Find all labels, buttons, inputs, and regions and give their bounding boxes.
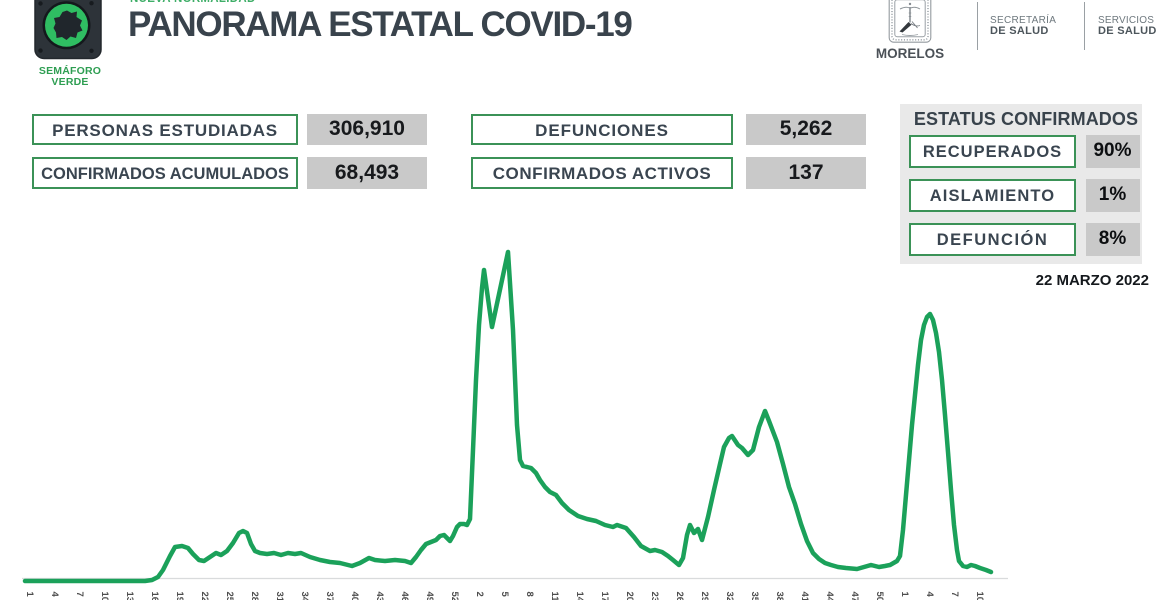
svg-text:1: 1 xyxy=(899,592,910,598)
svg-text:7: 7 xyxy=(949,592,960,597)
svg-text:50: 50 xyxy=(874,592,885,600)
svg-text:49: 49 xyxy=(424,592,435,600)
svg-text:46: 46 xyxy=(399,592,410,600)
svg-text:41: 41 xyxy=(799,592,810,600)
svg-text:37: 37 xyxy=(324,592,335,600)
svg-text:47: 47 xyxy=(849,592,860,600)
svg-text:23: 23 xyxy=(649,592,660,600)
svg-text:44: 44 xyxy=(824,592,835,600)
svg-text:5: 5 xyxy=(499,592,510,598)
svg-text:19: 19 xyxy=(174,592,185,600)
svg-text:32: 32 xyxy=(724,592,735,600)
svg-text:11: 11 xyxy=(549,592,560,600)
svg-text:26: 26 xyxy=(674,592,685,600)
svg-text:10: 10 xyxy=(974,592,985,600)
svg-text:31: 31 xyxy=(274,592,285,600)
svg-text:4: 4 xyxy=(924,592,935,598)
svg-text:14: 14 xyxy=(574,592,585,600)
svg-text:25: 25 xyxy=(224,592,235,600)
svg-text:17: 17 xyxy=(599,592,610,600)
svg-text:8: 8 xyxy=(524,592,535,597)
svg-text:52: 52 xyxy=(449,592,460,600)
svg-text:35: 35 xyxy=(749,592,760,600)
svg-text:13: 13 xyxy=(124,592,135,600)
svg-text:22: 22 xyxy=(199,592,210,600)
svg-text:2: 2 xyxy=(474,592,485,597)
svg-text:20: 20 xyxy=(624,592,635,600)
svg-text:10: 10 xyxy=(99,592,110,600)
svg-text:1: 1 xyxy=(24,592,35,598)
svg-text:43: 43 xyxy=(374,592,385,600)
svg-text:29: 29 xyxy=(699,592,710,600)
svg-text:40: 40 xyxy=(349,592,360,600)
svg-text:4: 4 xyxy=(49,592,60,598)
svg-text:16: 16 xyxy=(149,592,160,600)
svg-text:28: 28 xyxy=(249,592,260,600)
svg-text:7: 7 xyxy=(74,592,85,597)
svg-text:38: 38 xyxy=(774,592,785,600)
svg-text:34: 34 xyxy=(299,592,310,600)
